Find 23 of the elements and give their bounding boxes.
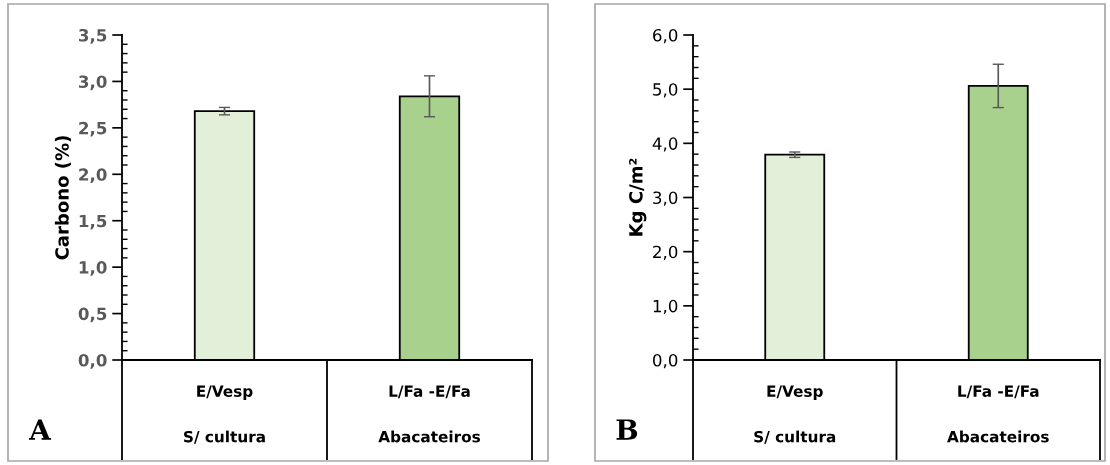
y-tick-label: 2,0 bbox=[79, 168, 107, 183]
y-tick-label: 1,0 bbox=[653, 299, 678, 315]
text: A bbox=[29, 419, 52, 440]
y-tick-label: 5,0 bbox=[653, 83, 678, 98]
y-tick-label: 1,5 bbox=[79, 214, 107, 230]
y-tick-label: 3,0 bbox=[79, 75, 107, 91]
text: B bbox=[616, 419, 638, 440]
y-tick-label: 1,0 bbox=[79, 261, 107, 276]
category-label: E/Vesp S/ cultura bbox=[754, 385, 836, 444]
y-tick-label: 6,0 bbox=[653, 28, 678, 44]
y-tick-label: 2,5 bbox=[79, 121, 107, 137]
category-label: L/Fa -E/Fa Abacateiros bbox=[947, 385, 1049, 443]
y-axis-title: Carbono (%) bbox=[54, 136, 71, 260]
y-tick-label: 4,0 bbox=[652, 137, 678, 152]
category-label: L/Fa -E/Fa Abacateiros bbox=[378, 385, 481, 443]
y-tick-label: 0,0 bbox=[653, 353, 678, 369]
y-tick-label: 0,5 bbox=[78, 307, 107, 323]
y-axis-title: Kg C/m² bbox=[629, 158, 647, 236]
y-tick-label: 3,0 bbox=[653, 191, 678, 206]
y-tick-label: 2,0 bbox=[653, 245, 678, 260]
category-label: E/Vesp S/ cultura bbox=[184, 385, 265, 444]
y-tick-label: 3,5 bbox=[79, 28, 107, 44]
y-tick-label: 0,0 bbox=[78, 353, 107, 369]
